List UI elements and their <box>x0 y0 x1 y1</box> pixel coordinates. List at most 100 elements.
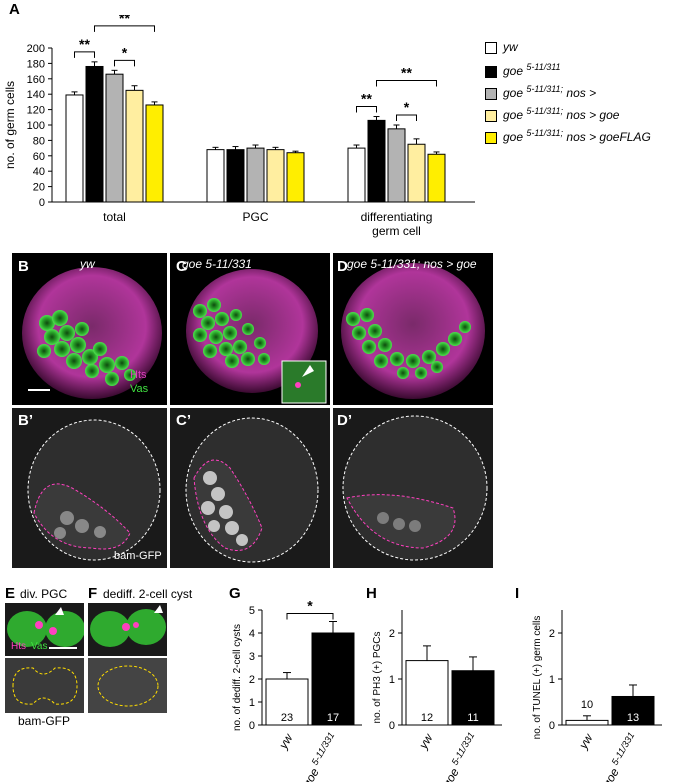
micrograph-f-prime <box>88 658 167 713</box>
y-tick-label: 2 <box>549 628 555 640</box>
sample-size: 13 <box>627 712 639 724</box>
panel-label-b: B <box>18 258 29 275</box>
micrograph-c-genotype: goe 5-11/331 <box>182 257 252 271</box>
bam-gfp-label: bam-GFP <box>114 550 162 562</box>
y-tick-label: 1 <box>389 674 395 686</box>
y-tick-label: 0 <box>389 720 395 732</box>
germ-cells <box>37 310 136 386</box>
significance-marker: ** <box>361 91 372 107</box>
legend-swatch <box>485 131 497 144</box>
bar <box>206 149 225 203</box>
x-category-label: yw <box>276 730 297 752</box>
panel-label-h: H <box>366 585 377 602</box>
micrograph-e: Hts Vas <box>5 603 84 656</box>
y-tick-label: 1 <box>549 674 555 686</box>
y-tick-label: 200 <box>27 43 45 55</box>
x-category-label: total <box>103 210 126 224</box>
x-category-label: yw <box>576 730 597 752</box>
bar <box>145 104 164 203</box>
bar <box>125 89 144 203</box>
significance-marker: ** <box>79 36 90 52</box>
y-axis-label: no. of PH3 (+) PGCs <box>372 632 383 724</box>
significance-marker: ** <box>401 65 412 81</box>
significance-marker: * <box>122 44 128 60</box>
micrograph-c-prime <box>170 408 330 568</box>
significance-bracket <box>114 59 135 67</box>
x-category-label: yw <box>416 730 437 752</box>
panel-label-c-prime: C’ <box>176 412 191 429</box>
bar <box>311 632 355 726</box>
bar <box>451 670 495 726</box>
significance-bracket <box>286 613 334 620</box>
micrograph-d-genotype: goe 5-11/331; nos > goe <box>347 257 477 271</box>
sample-size: 12 <box>421 712 433 724</box>
bar <box>427 153 446 203</box>
significance-bracket <box>376 80 437 87</box>
micrograph-b-genotype: yw <box>80 257 95 271</box>
micrograph-e-prime <box>5 658 84 713</box>
panel-label-d-prime: D’ <box>337 412 352 429</box>
y-tick-label: 2 <box>249 674 255 686</box>
bar <box>347 147 366 203</box>
vas-stain-label: Vas <box>130 383 149 395</box>
x-category-label: goe 5-11/331 <box>298 731 342 782</box>
x-category-label: goe 5-11/331 <box>598 731 642 782</box>
y-tick-label: 120 <box>27 105 45 117</box>
legend-entry: goe 5-11/311 <box>485 62 561 80</box>
sample-size: 17 <box>327 712 339 724</box>
tunel-germ-cell-chart: 0 1 2 no. of TUNEL (+) germ cells 10 yw 13 goe … <box>532 610 662 782</box>
bar <box>367 119 386 203</box>
y-tick-label: 0 <box>549 720 555 732</box>
y-tick-label: 4 <box>249 628 255 640</box>
legend-swatch <box>485 87 497 100</box>
panel-label-e: E <box>5 585 16 602</box>
bar <box>565 719 609 726</box>
x-category-label: differentiating <box>361 210 433 224</box>
significance-marker: * <box>307 598 313 614</box>
y-tick-label: 160 <box>27 74 45 86</box>
bar <box>105 73 124 203</box>
significance-bracket <box>396 114 417 121</box>
micrograph-c: goe 5-11/331 <box>170 253 330 405</box>
panel-e-title: div. PGC <box>20 587 68 601</box>
bar <box>65 94 84 203</box>
legend-label: goe 5-11/311; nos > <box>503 84 597 100</box>
legend-label: goe 5-11/311 <box>503 62 561 78</box>
significance-marker: ** <box>119 15 130 26</box>
bar <box>246 147 265 203</box>
bar <box>387 128 406 203</box>
y-axis-label: no. of germ cells <box>3 81 17 169</box>
legend: yw goe 5-11/311 goe 5-11/311; nos > goe 5-1… <box>485 40 670 160</box>
y-tick-label: 180 <box>27 58 45 70</box>
panel-label-d: D <box>337 258 348 275</box>
micrograph-f <box>88 603 167 656</box>
x-category-label: goe 5-11/331 <box>438 731 482 782</box>
e-prime-bam-gfp-label: bam-GFP <box>18 714 71 728</box>
e-vas-label: Vas <box>31 641 48 652</box>
panel-label-i: I <box>515 585 520 602</box>
panel-label-g: G <box>229 585 241 602</box>
y-tick-label: 20 <box>33 182 45 194</box>
panel-label-a: A <box>9 1 20 18</box>
x-category-label: PGC <box>242 210 268 224</box>
bar <box>265 678 309 726</box>
sample-size: 23 <box>281 712 293 724</box>
significance-bracket <box>74 51 95 58</box>
y-tick-label: 0 <box>39 197 45 209</box>
e-hts-label: Hts <box>11 641 26 652</box>
germ-cell-count-chart: 0 20 40 60 80 100 120 140 160 180 200 no. of germ c… <box>3 15 475 238</box>
y-axis-label: no. of dediff. 2-cell cysts <box>232 624 243 731</box>
bar <box>405 660 449 726</box>
hts-stain-label: Hts <box>130 369 147 381</box>
x-category-label-line2: germ cell <box>372 224 421 238</box>
legend-entry: goe 5-11/311; nos > <box>485 84 596 102</box>
bar <box>286 152 305 203</box>
y-tick-label: 60 <box>33 151 45 163</box>
significance-marker: * <box>404 99 410 115</box>
panel-label-b-prime: B’ <box>18 412 33 429</box>
bar <box>85 65 104 203</box>
legend-label: goe 5-11/311; nos > goe <box>503 106 620 122</box>
panel-label-f: F <box>88 585 98 602</box>
micrograph-d: goe 5-11/331; nos > goe <box>333 253 493 405</box>
